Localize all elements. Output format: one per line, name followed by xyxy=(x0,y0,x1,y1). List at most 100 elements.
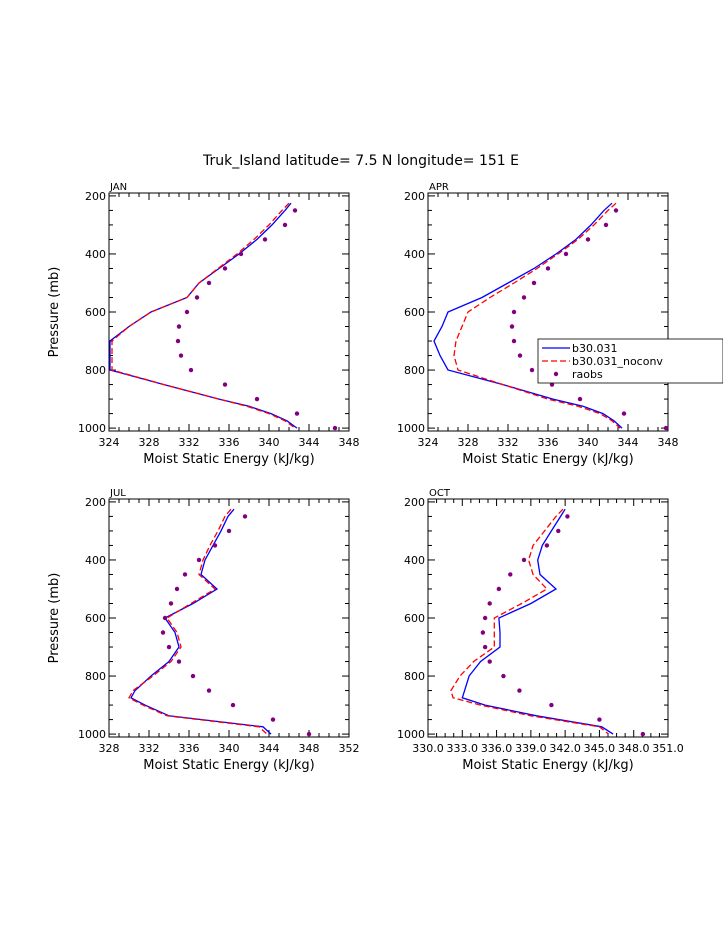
x-tick-label: 328 xyxy=(99,742,120,755)
raobs-point xyxy=(521,295,527,300)
x-axis-label: Moist Static Energy (kJ/kg) xyxy=(462,758,633,773)
x-tick-label: 336.0 xyxy=(481,742,513,755)
x-tick-label: 324 xyxy=(99,436,120,449)
raobs-point xyxy=(222,382,228,387)
x-tick-label: 333.0 xyxy=(447,742,479,755)
raobs-point xyxy=(585,237,591,242)
panel-label: JUL xyxy=(109,488,126,499)
x-tick-label: 352 xyxy=(339,742,360,755)
y-tick-label: 600 xyxy=(404,612,425,625)
raobs-point xyxy=(549,382,555,387)
raobs-point xyxy=(306,731,312,737)
raobs-point xyxy=(206,688,212,693)
raobs-point xyxy=(597,717,602,722)
x-tick-label: 345.0 xyxy=(584,742,616,755)
x-tick-label: 348 xyxy=(658,436,679,449)
raobs-point xyxy=(166,644,172,650)
raobs-point xyxy=(226,528,232,534)
x-axis-label: Moist Static Energy (kJ/kg) xyxy=(143,452,314,467)
plot-frame xyxy=(427,192,669,432)
raobs-point xyxy=(621,411,627,416)
plot-frame xyxy=(108,498,350,738)
legend-box xyxy=(537,338,723,384)
raobs-point xyxy=(175,338,181,344)
raobs-point xyxy=(487,659,492,664)
raobs-point xyxy=(168,601,174,606)
raobs-point xyxy=(509,324,515,329)
x-tick-label: 332 xyxy=(139,742,160,755)
raobs-point xyxy=(332,425,338,431)
raobs-point xyxy=(487,601,492,606)
raobs-point xyxy=(517,688,522,693)
y-tick-label: 800 xyxy=(404,364,425,377)
panel-apr: APR 324 328 332 336 340 344 348 200 400 600 800 1000… xyxy=(397,182,679,467)
y-tick-label: 600 xyxy=(85,612,106,625)
raobs-point xyxy=(511,309,517,315)
raobs-point xyxy=(270,717,276,722)
y-tick-label: 800 xyxy=(404,670,425,683)
y-axis-label: Pressure (mb) xyxy=(47,267,62,358)
noconv-line xyxy=(450,508,610,735)
raobs-point xyxy=(160,630,166,635)
y-tick-label: 1000 xyxy=(78,422,106,435)
raobs-point xyxy=(549,702,554,708)
raobs-point xyxy=(531,280,537,286)
raobs-point xyxy=(480,630,486,635)
panel-label: APR xyxy=(429,182,449,193)
x-tick-label: 328 xyxy=(458,436,479,449)
panel-label: OCT xyxy=(429,488,451,499)
x-tick-label: 340 xyxy=(578,436,599,449)
raobs-point xyxy=(508,572,513,577)
raobs-point xyxy=(482,615,488,621)
raobs-point xyxy=(182,572,188,577)
x-tick-label: 344 xyxy=(259,742,280,755)
y-tick-label: 1000 xyxy=(78,728,106,741)
y-tick-label: 400 xyxy=(404,248,425,261)
raobs-point xyxy=(206,280,212,286)
raobs-point xyxy=(176,659,182,664)
model-line xyxy=(433,202,623,429)
y-tick-label: 1000 xyxy=(397,422,425,435)
raobs-point xyxy=(521,557,527,563)
y-tick-label: 200 xyxy=(85,496,106,509)
y-tick-label: 200 xyxy=(404,190,425,203)
x-tick-label: 340 xyxy=(219,742,240,755)
y-tick-label: 400 xyxy=(404,554,425,567)
raobs-point xyxy=(577,396,583,402)
noconv-line xyxy=(453,202,621,429)
raobs-point xyxy=(162,615,168,621)
x-tick-label: 336 xyxy=(538,436,559,449)
x-axis-label: Moist Static Energy (kJ/kg) xyxy=(462,452,633,467)
legend-entry: b30.031_noconv xyxy=(572,355,663,368)
legend-entry: raobs xyxy=(572,368,603,381)
raobs-point xyxy=(640,731,646,737)
x-tick-label: 332 xyxy=(179,436,200,449)
raobs-point xyxy=(613,208,619,213)
raobs-point xyxy=(511,338,517,344)
model-line xyxy=(109,202,298,429)
raobs-point xyxy=(563,251,569,257)
x-tick-label: 330.0 xyxy=(412,742,444,755)
panel-oct: OCT 330.0 333.0 336.0 339.0 342.0 345.0 348.0 35… xyxy=(397,488,684,773)
plot-frame xyxy=(427,498,669,738)
legend-entry: b30.031 xyxy=(572,342,617,355)
raobs-point xyxy=(254,396,260,402)
model-line xyxy=(130,508,272,735)
raobs-point xyxy=(190,673,196,679)
raobs-point xyxy=(294,411,300,416)
y-axis-label: Pressure (mb) xyxy=(47,573,62,664)
x-tick-label: 344 xyxy=(299,436,320,449)
panel-label: JAN xyxy=(109,182,127,193)
panels: JAN 324 328 332 336 340 344 348 200 400 600 800 1000… xyxy=(47,182,723,773)
figure-title: Truk_Island latitude= 7.5 N longitude= 1… xyxy=(202,153,519,169)
x-tick-label: 344 xyxy=(618,436,639,449)
raobs-point xyxy=(482,644,488,650)
x-tick-label: 332 xyxy=(498,436,519,449)
raobs-point xyxy=(517,353,523,358)
raobs-point xyxy=(178,353,184,358)
raobs-point xyxy=(196,557,202,563)
raobs-point xyxy=(282,222,288,228)
raobs-point xyxy=(529,367,535,373)
